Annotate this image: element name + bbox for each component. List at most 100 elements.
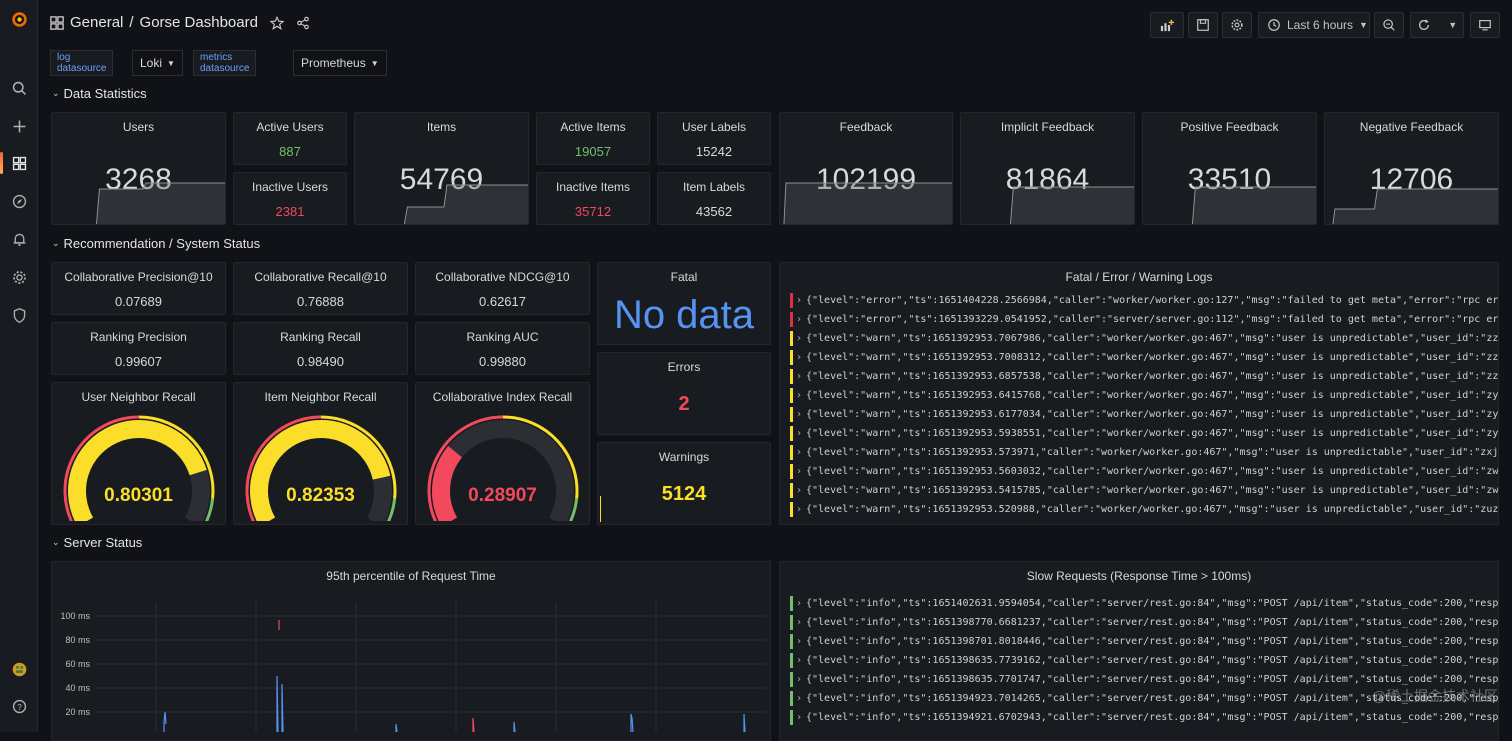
chevron-right-icon[interactable]: › [796,708,802,727]
log-line[interactable]: ›{"level":"warn","ts":1651392953.520988,… [790,500,1498,519]
chevron-right-icon[interactable]: › [796,632,802,651]
row-server-status[interactable]: ⌄ Server Status [52,535,142,550]
chevron-right-icon[interactable]: › [796,689,802,708]
no-data-value: No data [598,293,770,338]
row-recommendation-system-status[interactable]: ⌄ Recommendation / System Status [52,236,260,251]
panel-user-labels[interactable]: User Labels 15242 [657,112,771,165]
chevron-right-icon[interactable]: › [796,348,802,367]
log-line[interactable]: ›{"level":"info","ts":1651394921.6702943… [790,708,1498,727]
log-line[interactable]: ›{"level":"info","ts":1651402631.9594054… [790,594,1498,613]
chevron-right-icon[interactable]: › [796,500,802,519]
log-line[interactable]: › {"level":"warn","ts":1651392953.6177034… [790,405,1498,424]
chevron-right-icon[interactable]: › [796,443,802,462]
panel-negative-feedback[interactable]: Negative Feedback 12706 [1324,112,1499,225]
y-tick-label: 60 ms [52,659,90,669]
alerting-bell-icon[interactable] [0,224,38,254]
stat-value: 35712 [537,204,649,219]
explore-compass-icon[interactable] [0,186,38,216]
panel-title: Errors [598,360,770,374]
share-icon[interactable] [296,16,310,30]
panel-positive-feedback[interactable]: Positive Feedback 33510 [1142,112,1317,225]
log-line[interactable]: ›{"level":"info","ts":1651398635.7739162… [790,651,1498,670]
configuration-gear-icon[interactable] [0,262,38,292]
breadcrumb-folder[interactable]: General [70,14,123,31]
log-line[interactable]: ›{"level":"warn","ts":1651392953.5603032… [790,462,1498,481]
dashboard-settings-button[interactable] [1222,12,1252,38]
panel-title: Positive Feedback [1143,120,1316,134]
chevron-right-icon[interactable]: › [796,651,802,670]
add-panel-button[interactable] [1150,12,1184,38]
panel-user-neighbor-recall[interactable]: User Neighbor Recall 0.80301 [51,382,226,525]
star-icon[interactable] [270,16,284,30]
metrics-datasource-select[interactable]: Prometheus ▼ [293,50,387,76]
panel-request-time[interactable]: 95th percentile of Request Time 100 ms 8… [51,561,771,741]
save-dashboard-button[interactable] [1188,12,1218,38]
panel-inactive-items[interactable]: Inactive Items 35712 [536,172,650,225]
log-line[interactable]: ›{"level":"info","ts":1651398770.6681237… [790,613,1498,632]
chevron-right-icon[interactable]: › [796,386,802,405]
time-picker-button[interactable]: Last 6 hours ▼ [1258,12,1370,38]
log-line[interactable]: ›{"level":"warn","ts":1651392953.7067986… [790,329,1498,348]
chevron-right-icon[interactable]: › [796,481,802,500]
panel-items[interactable]: Items 54769 [354,112,529,225]
log-line[interactable]: ›{"level":"warn","ts":1651392953.5938551… [790,424,1498,443]
log-text: {"level":"warn","ts":1651392953.6177034,… [806,409,1499,420]
dashboard-title[interactable]: Gorse Dashboard [140,14,258,31]
panel-fatal[interactable]: Fatal No data [597,262,771,345]
panel-ranking-recall[interactable]: Ranking Recall 0.98490 [233,322,408,375]
panel-feedback[interactable]: Feedback 102199 [779,112,953,225]
chevron-right-icon[interactable]: › [796,291,802,310]
panel-collaborative-index-recall[interactable]: Collaborative Index Recall 0.28907 [415,382,590,525]
dashboards-icon[interactable] [0,148,38,178]
grafana-logo-icon[interactable] [0,4,38,34]
chevron-right-icon[interactable]: › [796,329,802,348]
chevron-right-icon[interactable]: › [796,310,802,329]
tv-mode-button[interactable] [1470,12,1500,38]
panel-implicit-feedback[interactable]: Implicit Feedback 81864 [960,112,1135,225]
panel-ranking-precision[interactable]: Ranking Precision 0.99607 [51,322,226,375]
panel-slow-requests[interactable]: Slow Requests (Response Time > 100ms) ›{… [779,561,1499,741]
refresh-button[interactable]: ▼ [1410,12,1464,38]
panel-collaborative-precision[interactable]: Collaborative Precision@10 0.07689 [51,262,226,315]
zoom-out-button[interactable] [1374,12,1404,38]
log-line[interactable]: ›{"level":"warn","ts":1651392953.6415768… [790,386,1498,405]
plus-icon[interactable] [0,111,38,141]
panel-title: Collaborative NDCG@10 [416,270,589,284]
panel-active-users[interactable]: Active Users 887 [233,112,347,165]
chevron-right-icon[interactable]: › [796,405,802,424]
chevron-right-icon[interactable]: › [796,594,802,613]
panel-users[interactable]: Users 3268 [51,112,226,225]
panel-item-neighbor-recall[interactable]: Item Neighbor Recall 0.82353 [233,382,408,525]
stat-value: 0.99607 [52,354,225,369]
user-avatar-icon[interactable] [0,654,38,684]
log-line[interactable]: ›{"level":"error","ts":1651393229.054195… [790,310,1498,329]
panel-collaborative-recall[interactable]: Collaborative Recall@10 0.76888 [233,262,408,315]
log-line[interactable]: ›{"level":"info","ts":1651398701.8018446… [790,632,1498,651]
log-line[interactable]: ›{"level":"warn","ts":1651392953.573971,… [790,443,1498,462]
panel-ranking-auc[interactable]: Ranking AUC 0.99880 [415,322,590,375]
panel-item-labels[interactable]: Item Labels 43562 [657,172,771,225]
log-line[interactable]: ›{"level":"warn","ts":1651392953.7008312… [790,348,1498,367]
panel-active-items[interactable]: Active Items 19057 [536,112,650,165]
server-admin-shield-icon[interactable] [0,300,38,330]
row-data-statistics[interactable]: ⌄ Data Statistics [52,86,147,101]
panel-errors[interactable]: Errors 2 [597,352,771,435]
log-text: {"level":"error","ts":1651404228.2566984… [806,295,1499,306]
sparkline [52,179,225,224]
chevron-right-icon[interactable]: › [796,424,802,443]
panel-inactive-users[interactable]: Inactive Users 2381 [233,172,347,225]
search-icon[interactable] [0,73,38,103]
chevron-right-icon[interactable]: › [796,670,802,689]
panel-error-logs[interactable]: Fatal / Error / Warning Logs ›{"level":"… [779,262,1499,525]
panel-collaborative-ndcg[interactable]: Collaborative NDCG@10 0.62617 [415,262,590,315]
chevron-right-icon[interactable]: › [796,613,802,632]
chevron-right-icon[interactable]: › [796,462,802,481]
help-icon[interactable]: ? [0,691,38,721]
log-line[interactable]: › {"level":"error","ts":1651404228.256698… [790,291,1498,310]
panel-warnings[interactable]: Warnings 5124 [597,442,771,525]
chevron-right-icon[interactable]: › [796,367,802,386]
log-datasource-select[interactable]: Loki ▼ [132,50,183,76]
log-line[interactable]: ›{"level":"warn","ts":1651392953.6857538… [790,367,1498,386]
log-line[interactable]: ›{"level":"warn","ts":1651392953.5415785… [790,481,1498,500]
chevron-down-icon[interactable]: ▼ [1448,20,1457,30]
